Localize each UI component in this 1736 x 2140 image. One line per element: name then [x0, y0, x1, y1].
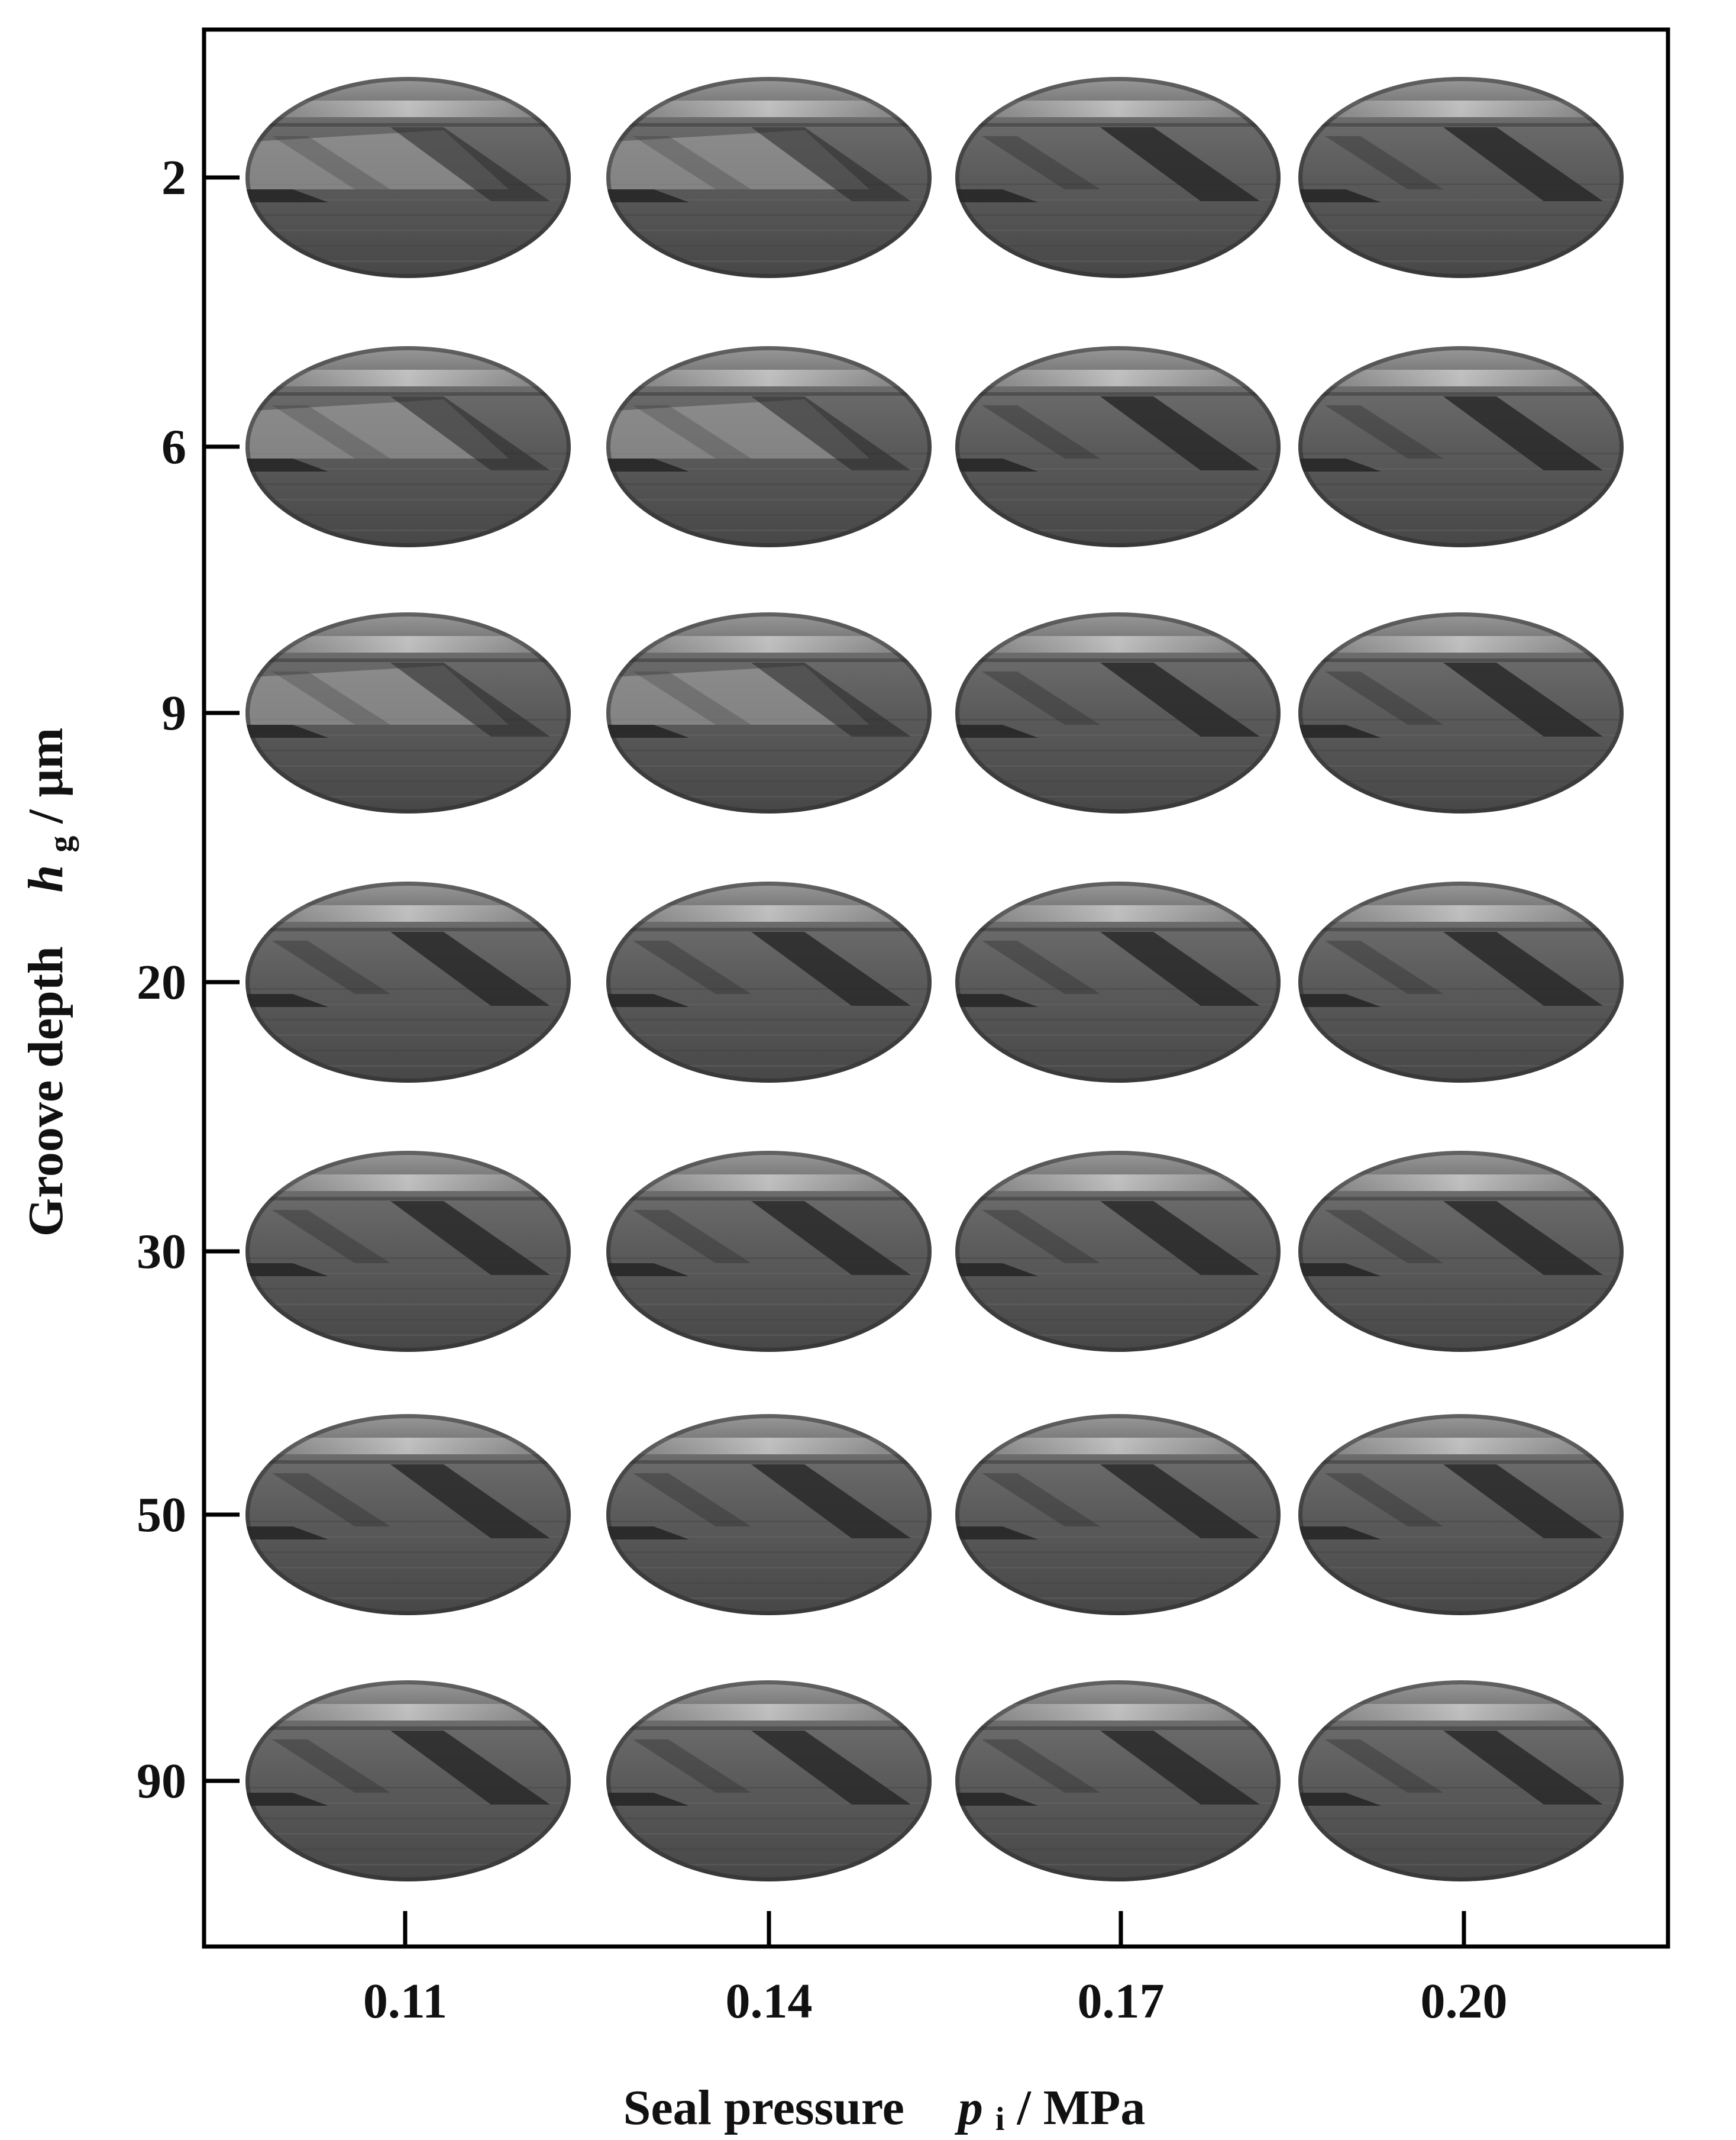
seal-face-photo [955, 1680, 1281, 1881]
x-axis-symbol: p [955, 2080, 983, 2135]
x-tick-label: 0.14 [726, 1974, 813, 2029]
seal-face-photo [955, 1151, 1281, 1352]
seal-face-photo [1298, 1680, 1624, 1881]
seal-face-photo [245, 1151, 571, 1352]
seal-face-photo [245, 1414, 571, 1615]
photo-grid [245, 77, 1624, 1881]
seal-face-photo [245, 882, 571, 1083]
y-tick-label: 90 [137, 1754, 186, 1809]
y-tick-label: 9 [161, 686, 186, 741]
seal-face-photo [606, 612, 932, 814]
seal-face-photo [955, 77, 1281, 278]
y-tick-label: 20 [137, 955, 186, 1010]
y-axis-subscript: g [43, 836, 79, 853]
y-tick-label: 6 [161, 419, 186, 475]
y-axis-symbol: h [18, 865, 73, 893]
y-tick-label: 2 [161, 150, 186, 205]
seal-face-photo [245, 346, 571, 547]
x-tick-label: 0.20 [1421, 1974, 1508, 2029]
seal-face-photo [955, 346, 1281, 547]
seal-face-photo [955, 1414, 1281, 1615]
seal-face-photo [1298, 612, 1624, 814]
x-axis-title: Seal pressure p i / MPa [623, 2080, 1146, 2140]
seal-face-photo [955, 882, 1281, 1083]
x-axis-title-text: Seal pressure [623, 2080, 904, 2135]
seal-face-photo [1298, 1151, 1624, 1352]
seal-face-photo [1298, 882, 1624, 1083]
seal-face-photo [1298, 1414, 1624, 1615]
x-tick-label: 0.17 [1078, 1974, 1165, 2029]
seal-face-photo [606, 1414, 932, 1615]
x-axis-subscript: i [995, 2101, 1005, 2138]
seal-face-photo [1298, 77, 1624, 278]
seal-face-photo [606, 346, 932, 547]
seal-face-photo [606, 1151, 932, 1352]
y-axis-ticks: 2 6 9 20 30 50 90 [137, 150, 240, 1809]
seal-face-photo [245, 77, 571, 278]
seal-face-photo [245, 1680, 571, 1881]
y-tick-label: 50 [137, 1487, 186, 1542]
y-axis-title-text: Groove depth [18, 946, 73, 1237]
seal-face-photo [606, 882, 932, 1083]
seal-face-photo [606, 1680, 932, 1881]
seal-face-photo [955, 612, 1281, 814]
x-axis-ticks: 0.11 0.14 0.17 0.20 [363, 1911, 1508, 2029]
y-axis-title: Groove depth h g / μm [18, 728, 83, 1237]
y-tick-label: 30 [137, 1224, 186, 1279]
y-axis-unit: / μm [18, 728, 73, 824]
x-axis-unit: / MPa [1016, 2080, 1145, 2135]
seal-face-photo [606, 77, 932, 278]
seal-face-photo [245, 612, 571, 814]
seal-face-photo [1298, 346, 1624, 547]
plot-frame [202, 27, 1670, 1949]
x-tick-label: 0.11 [363, 1974, 447, 2029]
